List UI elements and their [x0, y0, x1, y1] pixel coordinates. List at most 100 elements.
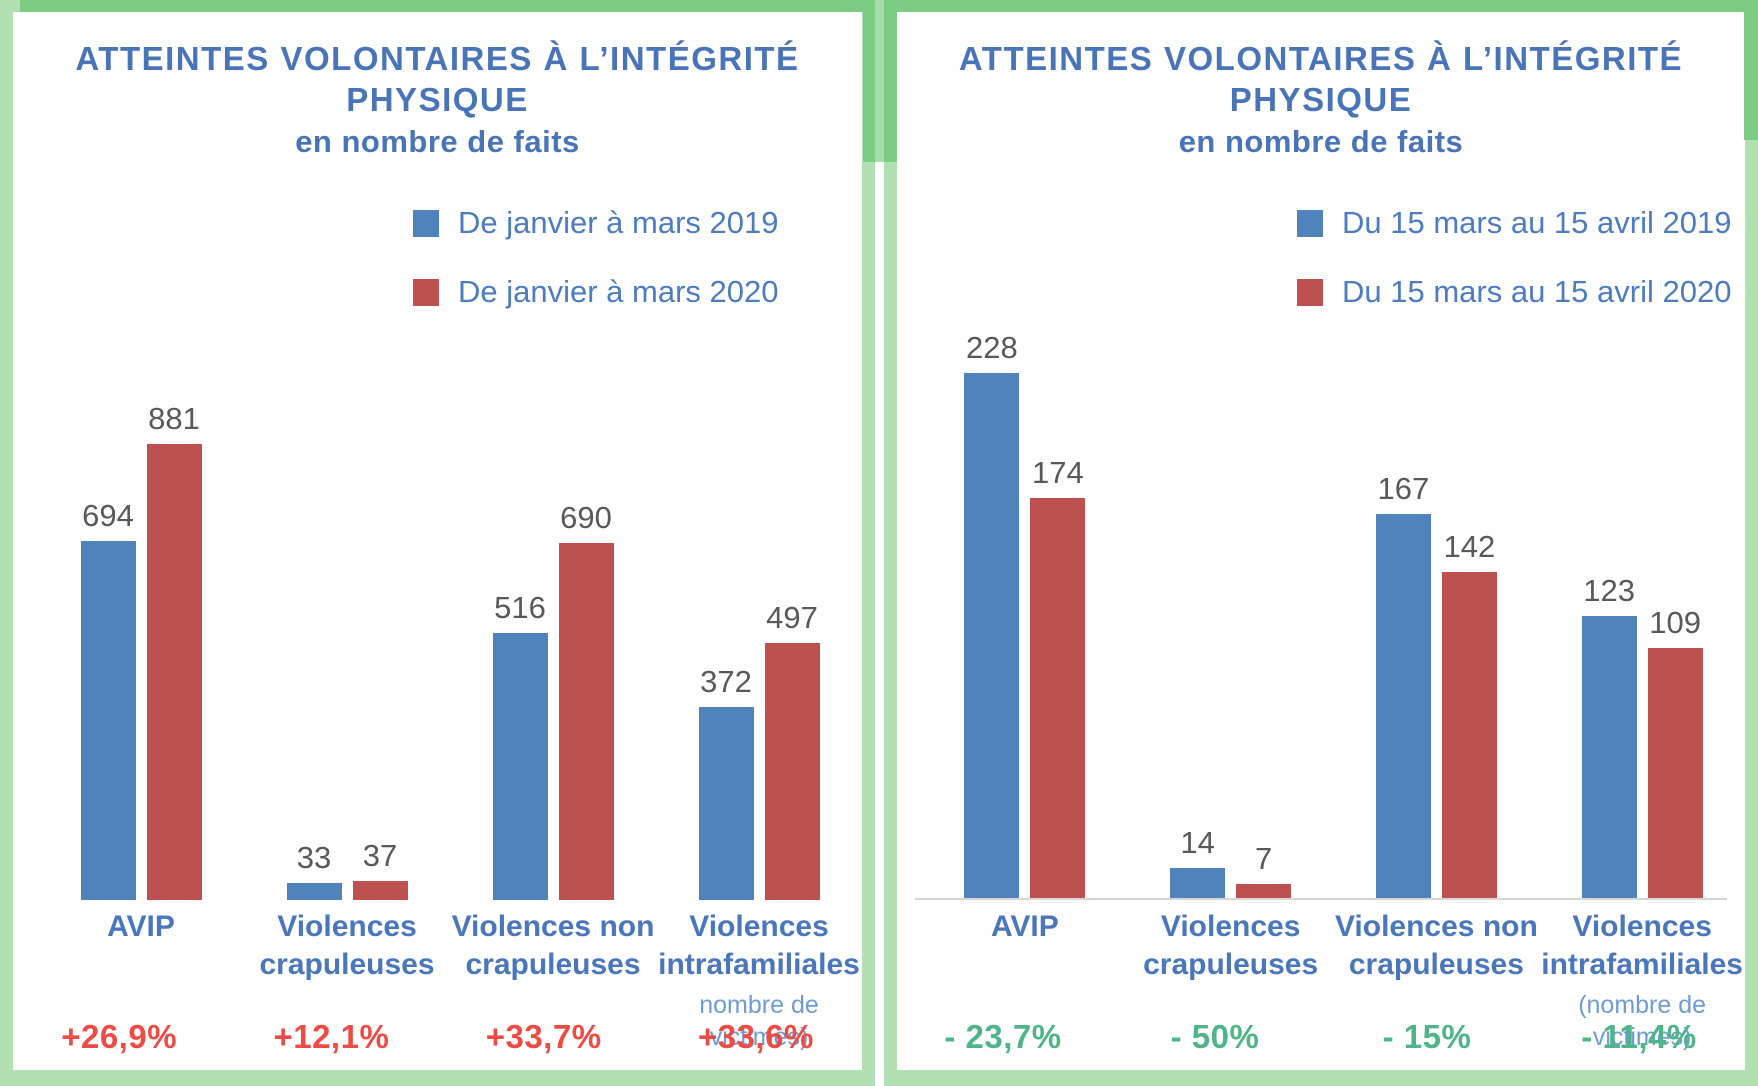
bar-pair: 14 7 [1170, 825, 1292, 900]
legend: De janvier à mars 2019 De janvier à mars … [413, 205, 779, 343]
bar-du-15-mars-au-15-avril-2019-0 [964, 373, 1020, 900]
bar-value-label: 228 [966, 330, 1018, 365]
category-label-line: Violences [1572, 910, 1712, 943]
legend-swatch-icon [1297, 278, 1323, 306]
bar-du-15-mars-au-15-avril-2020-2 [1441, 572, 1497, 900]
bar-chart: 694 881 33 37 516 690 372 497 [13, 330, 862, 900]
panel-title: ATTEINTES VOLONTAIRES À L’INTÉGRITÉ PHYS… [897, 38, 1745, 121]
chart-column-0: 694 881 [38, 401, 244, 900]
bar-de-janvier-à-mars-2020-3 [764, 643, 820, 900]
chart-column-2: 167 142 [1334, 471, 1540, 900]
chart-column-1: 33 37 [244, 838, 450, 900]
bar-unit: 881 [146, 401, 202, 900]
bar-value-label: 7 [1255, 841, 1273, 876]
bar-value-label: 690 [560, 500, 612, 535]
bar-de-janvier-à-mars-2019-0 [80, 541, 136, 900]
panel-inner: ATTEINTES VOLONTAIRES À L’INTÉGRITÉ PHYS… [897, 12, 1745, 1070]
green-band-middle-left [863, 0, 875, 162]
chart-column-2: 516 690 [450, 500, 656, 900]
bar-de-janvier-à-mars-2020-2 [558, 543, 614, 900]
panel-january-march: ATTEINTES VOLONTAIRES À L’INTÉGRITÉ PHYS… [0, 0, 875, 1086]
category-label-line: Violences [277, 910, 417, 943]
panel-subtitle: en nombre de faits [1178, 124, 1464, 159]
bar-value-label: 33 [296, 840, 332, 875]
category-label-1: Violences crapuleuses [244, 908, 450, 1053]
bar-unit: 14 [1170, 825, 1226, 900]
category-label-line: crapuleuses [259, 948, 435, 982]
legend: Du 15 mars au 15 avril 2019 Du 15 mars au… [1297, 205, 1731, 343]
panel-inner: ATTEINTES VOLONTAIRES À L’INTÉGRITÉ PHYS… [13, 12, 862, 1070]
bar-du-15-mars-au-15-avril-2020-0 [1030, 498, 1086, 900]
category-label-line: AVIP [107, 910, 175, 943]
legend-swatch-icon [413, 209, 439, 237]
bar-du-15-mars-au-15-avril-2020-3 [1647, 648, 1703, 900]
bar-pair: 33 37 [286, 838, 408, 900]
bar-du-15-mars-au-15-avril-2020-1 [1236, 884, 1292, 900]
delta-percentage-0: +26,9% [61, 1018, 178, 1055]
bar-de-janvier-à-mars-2019-3 [698, 707, 754, 900]
legend-label: De janvier à mars 2020 [458, 274, 779, 309]
bar-chart: 228 174 14 7 167 142 123 109 [897, 330, 1745, 900]
legend-label: Du 15 mars au 15 avril 2019 [1342, 205, 1732, 240]
category-label-0: AVIP [38, 908, 244, 1053]
bar-du-15-mars-au-15-avril-2019-2 [1375, 514, 1431, 900]
bar-pair: 372 497 [698, 600, 820, 900]
bar-unit: 690 [558, 500, 614, 900]
bar-value-label: 372 [700, 664, 752, 699]
title-line-2: PHYSIQUE [346, 81, 529, 119]
legend-label: De janvier à mars 2019 [458, 205, 779, 240]
chart-column-3: 123 109 [1539, 573, 1745, 900]
bar-de-janvier-à-mars-2019-1 [286, 883, 342, 900]
category-label-row: AVIP Violences crapuleuses Violences non cra… [13, 908, 862, 1053]
bar-pair: 516 690 [492, 500, 614, 900]
bar-value-label: 516 [494, 590, 546, 625]
chart-column-0: 228 174 [922, 330, 1128, 900]
delta-percentage-1: +12,1% [273, 1018, 390, 1055]
victims-count-note: nombre de victimes) [699, 990, 819, 1051]
green-band-right [1744, 0, 1758, 140]
category-label-row: AVIP Violences crapuleuses Violences non cra… [897, 908, 1745, 1053]
legend-item-2019: De janvier à mars 2019 [413, 205, 779, 241]
legend-item-2019: Du 15 mars au 15 avril 2019 [1297, 205, 1731, 241]
victims-count-note: (nombre de victimes) [1578, 990, 1707, 1051]
bar-unit: 174 [1030, 455, 1086, 900]
bar-unit: 109 [1647, 605, 1703, 900]
title-line-1: ATTEINTES VOLONTAIRES À L’INTÉGRITÉ [958, 40, 1684, 77]
title-line-1: ATTEINTES VOLONTAIRES À L’INTÉGRITÉ [75, 40, 800, 77]
delta-percentage-3: - 11,4% [1581, 1018, 1697, 1055]
bar-unit: 167 [1375, 471, 1431, 900]
delta-percentage-3: +33,6% [697, 1018, 814, 1055]
bar-value-label: 497 [766, 600, 818, 635]
bar-value-label: 694 [82, 498, 134, 533]
bar-unit: 123 [1581, 573, 1637, 900]
bar-unit: 7 [1236, 841, 1292, 900]
bar-value-label: 123 [1583, 573, 1635, 608]
category-label-3: Violences intrafamiliales (nombre de victi… [1539, 908, 1745, 1053]
bar-unit: 372 [698, 664, 754, 900]
title-line-2: PHYSIQUE [1229, 81, 1413, 119]
bar-unit: 37 [352, 838, 408, 900]
bar-unit: 33 [286, 840, 342, 900]
category-label-line: Violences non [451, 910, 655, 943]
bar-du-15-mars-au-15-avril-2019-1 [1170, 868, 1226, 900]
bar-value-label: 109 [1649, 605, 1701, 640]
x-axis-line [915, 898, 1727, 900]
bar-value-label: 881 [148, 401, 200, 436]
green-band-top-left [0, 0, 20, 12]
chart-column-3: 372 497 [656, 600, 862, 900]
delta-percentage-1: - 50% [1170, 1018, 1260, 1055]
bar-unit: 516 [492, 590, 548, 900]
bar-unit: 694 [80, 498, 136, 900]
bar-value-label: 14 [1180, 825, 1215, 860]
category-label-line: Violences non [1334, 910, 1538, 943]
bar-pair: 167 142 [1375, 471, 1497, 900]
bar-unit: 497 [764, 600, 820, 900]
bar-de-janvier-à-mars-2020-1 [352, 881, 408, 900]
bar-de-janvier-à-mars-2019-2 [492, 633, 548, 900]
category-label-2: Violences non crapuleuses [450, 908, 656, 1053]
legend-item-2020: Du 15 mars au 15 avril 2020 [1297, 274, 1731, 310]
panel-title: ATTEINTES VOLONTAIRES À L’INTÉGRITÉ PHYS… [13, 38, 862, 121]
legend-swatch-icon [1297, 209, 1323, 237]
legend-label: Du 15 mars au 15 avril 2020 [1342, 274, 1732, 309]
